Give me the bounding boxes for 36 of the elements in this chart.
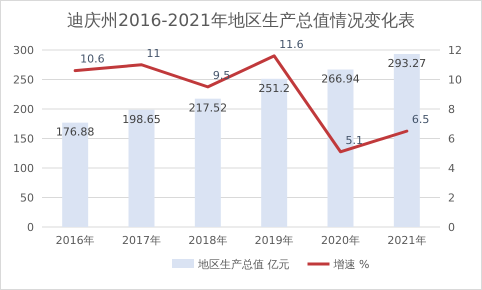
y2-tick-label: 6 [448,132,455,146]
y-tick-label: 250 [13,74,34,86]
data-label: 10.6 [80,52,105,66]
y2-tick-label: 0 [448,221,455,234]
data-label: 6.5 [412,113,430,126]
data-label: 251.2 [258,82,290,95]
x-tick-label: 2018年 [188,234,228,247]
data-label: 5.1 [346,134,363,147]
data-label: 198.65 [122,112,161,126]
x-tick-label: 2020年 [321,234,360,247]
data-label: 293.27 [388,56,426,70]
y-tick-label: 50 [20,192,34,204]
x-tick-label: 2017年 [122,234,161,247]
y2-tick-label: 12 [448,44,462,57]
x-tick-label: 2021年 [387,234,426,247]
data-label: 217.52 [188,102,228,115]
y-tick-label: 150 [13,132,34,146]
y2-tick-label: 8 [448,103,455,116]
y-tick-label: 300 [13,44,34,57]
data-label: 9.5 [212,68,230,82]
y2-tick-label: 10 [448,74,462,86]
bar [261,78,288,227]
data-label: 11 [146,46,160,60]
y2-tick-label: 2 [448,192,455,204]
y2-tick-label: 4 [448,162,455,175]
legend-label: 增速 % [332,258,370,271]
y-tick-label: 0 [27,221,34,234]
x-tick-label: 2016年 [56,234,95,247]
y-tick-label: 200 [13,103,34,116]
y-tick-label: 100 [13,162,34,175]
legend-label: 地区生产总值 亿元 [197,258,290,271]
data-label: 176.88 [56,126,94,139]
data-label: 11.6 [279,38,304,51]
chart-title: 迪庆州2016-2021年地区生产总值情况变化表 [67,11,415,31]
data-label: 266.94 [321,72,360,86]
x-tick-label: 2019年 [254,234,294,247]
